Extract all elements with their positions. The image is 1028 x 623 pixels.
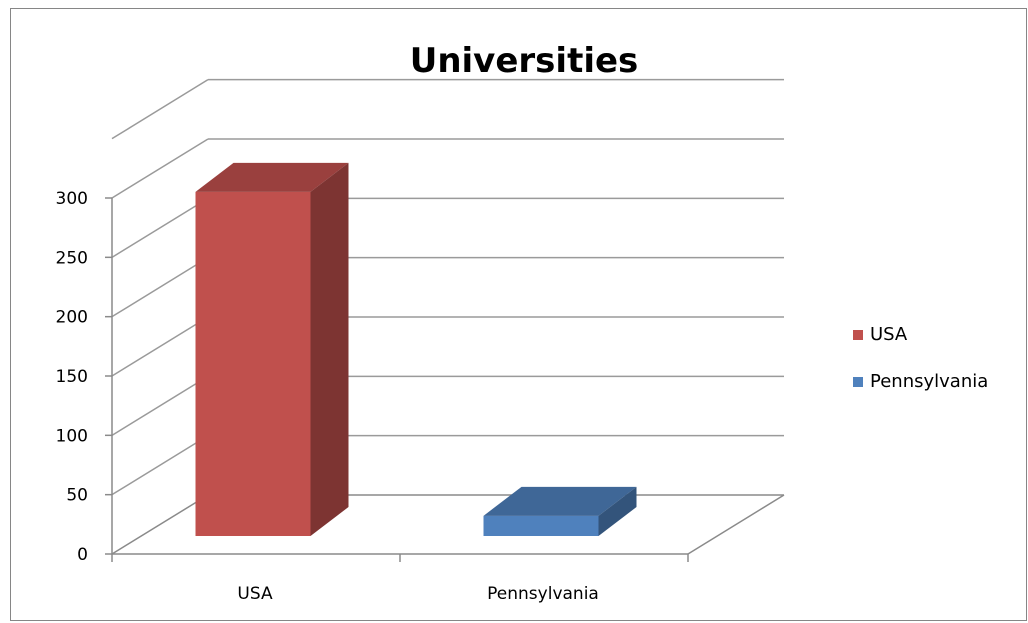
x-tick-label: USA xyxy=(237,584,273,604)
bar-front-face xyxy=(195,191,311,536)
y-tick-label: 0 xyxy=(77,545,88,565)
bar-side-face xyxy=(310,162,349,536)
gridline-diagonal xyxy=(111,257,209,318)
floor-left-edge xyxy=(111,494,209,555)
bar-top-face xyxy=(195,162,349,192)
bar-front-face xyxy=(483,515,599,536)
x-tick-labels: USA Pennsylvania xyxy=(237,584,598,604)
bar-top-face xyxy=(483,486,637,516)
bar-side-face xyxy=(598,486,637,536)
y-tick-label: 200 xyxy=(56,308,88,328)
gridline-diagonal xyxy=(111,316,209,377)
gridline-diagonal xyxy=(111,375,209,436)
gridline-diagonal xyxy=(111,79,209,140)
y-tick-labels: 0 50 100 150 200 250 300 xyxy=(56,189,88,565)
legend-swatch xyxy=(853,330,863,340)
bar-usa xyxy=(195,162,349,536)
bar-pennsylvania xyxy=(483,486,637,536)
legend-swatch xyxy=(853,377,863,387)
y-tick-label: 50 xyxy=(66,486,88,506)
legend-label: USA xyxy=(870,324,908,345)
y-tick-label: 100 xyxy=(56,426,88,446)
x-tick-label: Pennsylvania xyxy=(487,584,599,604)
y-tick-label: 150 xyxy=(56,367,88,387)
gridline-diagonal xyxy=(111,197,209,258)
y-tick-label: 300 xyxy=(56,189,88,209)
floor-right-edge xyxy=(687,494,785,555)
bars xyxy=(195,162,637,536)
gridline-diagonal xyxy=(111,435,209,496)
gridline-diagonal xyxy=(111,138,209,199)
y-tick-label: 250 xyxy=(56,248,88,268)
legend: USA Pennsylvania xyxy=(853,324,988,392)
legend-label: Pennsylvania xyxy=(870,371,988,392)
chart-title: Universities xyxy=(410,41,639,81)
